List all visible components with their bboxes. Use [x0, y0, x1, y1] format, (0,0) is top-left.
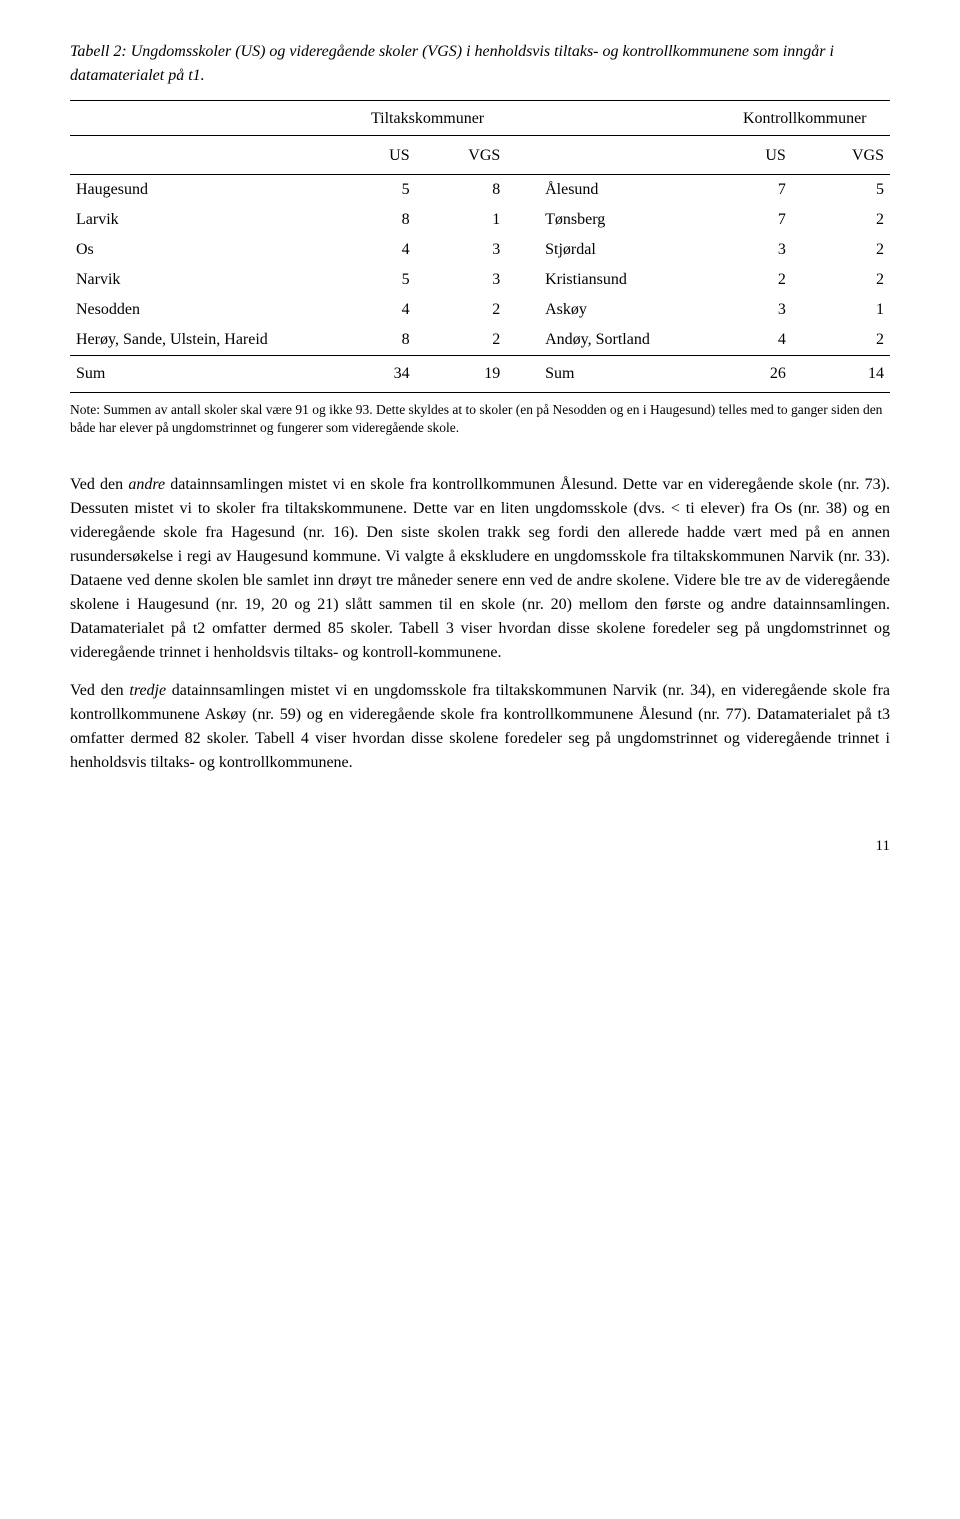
row-r-name: Tønsberg [539, 205, 719, 235]
table-group-row: Tiltakskommuner Kontrollkommuner [70, 101, 890, 136]
row-l-name: Os [70, 235, 349, 265]
table-row: Herøy, Sande, Ulstein, Hareid82Andøy, So… [70, 325, 890, 356]
row-r-vgs: 2 [792, 205, 890, 235]
row-l-us: 4 [349, 295, 416, 325]
row-l-vgs: 3 [416, 265, 507, 295]
group-left: Tiltakskommuner [349, 101, 507, 136]
table-row: Os43Stjørdal32 [70, 235, 890, 265]
data-table: Tiltakskommuner Kontrollkommuner US VGS … [70, 100, 890, 393]
p1-a: Ved den [70, 476, 128, 493]
table-note: Note: Summen av antall skoler skal være … [70, 401, 890, 437]
row-r-name: Andøy, Sortland [539, 325, 719, 356]
row-l-vgs: 2 [416, 325, 507, 356]
table-row: Larvik81 Tønsberg72 [70, 205, 890, 235]
row-l-us: 8 [349, 205, 416, 235]
row-l-us: 5 [349, 175, 416, 206]
sum-label-left: Sum [70, 356, 349, 393]
sum-r-us: 26 [719, 356, 791, 393]
group-right: Kontrollkommuner [719, 101, 890, 136]
row-l-vgs: 2 [416, 295, 507, 325]
row-r-name: Kristiansund [539, 265, 719, 295]
p2-b: tredje [129, 682, 166, 699]
row-l-vgs: 3 [416, 235, 507, 265]
paragraph-1: Ved den andre datainnsamlingen mistet vi… [70, 473, 890, 665]
sum-label-right: Sum [539, 356, 719, 393]
page-number: 11 [70, 835, 890, 858]
row-l-us: 5 [349, 265, 416, 295]
row-r-name: Stjørdal [539, 235, 719, 265]
row-r-us: 7 [719, 175, 791, 206]
row-r-vgs: 5 [792, 175, 890, 206]
row-l-us: 4 [349, 235, 416, 265]
table-row: Narvik53Kristiansund22 [70, 265, 890, 295]
sum-l-vgs: 19 [416, 356, 507, 393]
row-r-name: Askøy [539, 295, 719, 325]
row-r-vgs: 2 [792, 235, 890, 265]
row-r-vgs: 1 [792, 295, 890, 325]
col-us-right: US [719, 136, 791, 175]
row-l-name: Narvik [70, 265, 349, 295]
table-row: Haugesund58Ålesund75 [70, 175, 890, 206]
p2-c: datainnsamlingen mistet vi en ungdomssko… [70, 682, 890, 771]
table-header-row: US VGS US VGS [70, 136, 890, 175]
sum-r-vgs: 14 [792, 356, 890, 393]
p1-c: datainnsamlingen mistet vi en skole fra … [70, 476, 890, 661]
sum-l-us: 34 [349, 356, 416, 393]
row-l-name: Herøy, Sande, Ulstein, Hareid [70, 325, 349, 356]
paragraph-2: Ved den tredje datainnsamlingen mistet v… [70, 679, 890, 775]
col-us-left: US [349, 136, 416, 175]
row-r-vgs: 2 [792, 325, 890, 356]
table-caption: Tabell 2: Ungdomsskoler (US) og videregå… [70, 40, 890, 88]
table-row: Nesodden42 Askøy31 [70, 295, 890, 325]
col-vgs-right: VGS [792, 136, 890, 175]
row-l-us: 8 [349, 325, 416, 356]
p1-b: andre [128, 476, 165, 493]
row-l-vgs: 1 [416, 205, 507, 235]
row-r-us: 3 [719, 295, 791, 325]
row-r-vgs: 2 [792, 265, 890, 295]
row-l-name: Larvik [70, 205, 349, 235]
row-l-name: Haugesund [70, 175, 349, 206]
row-l-name: Nesodden [70, 295, 349, 325]
row-r-us: 4 [719, 325, 791, 356]
row-r-us: 3 [719, 235, 791, 265]
row-r-us: 2 [719, 265, 791, 295]
row-r-us: 7 [719, 205, 791, 235]
row-r-name: Ålesund [539, 175, 719, 206]
p2-a: Ved den [70, 682, 129, 699]
row-l-vgs: 8 [416, 175, 507, 206]
col-vgs-left: VGS [416, 136, 507, 175]
table-sum-row: Sum 34 19 Sum 26 14 [70, 356, 890, 393]
